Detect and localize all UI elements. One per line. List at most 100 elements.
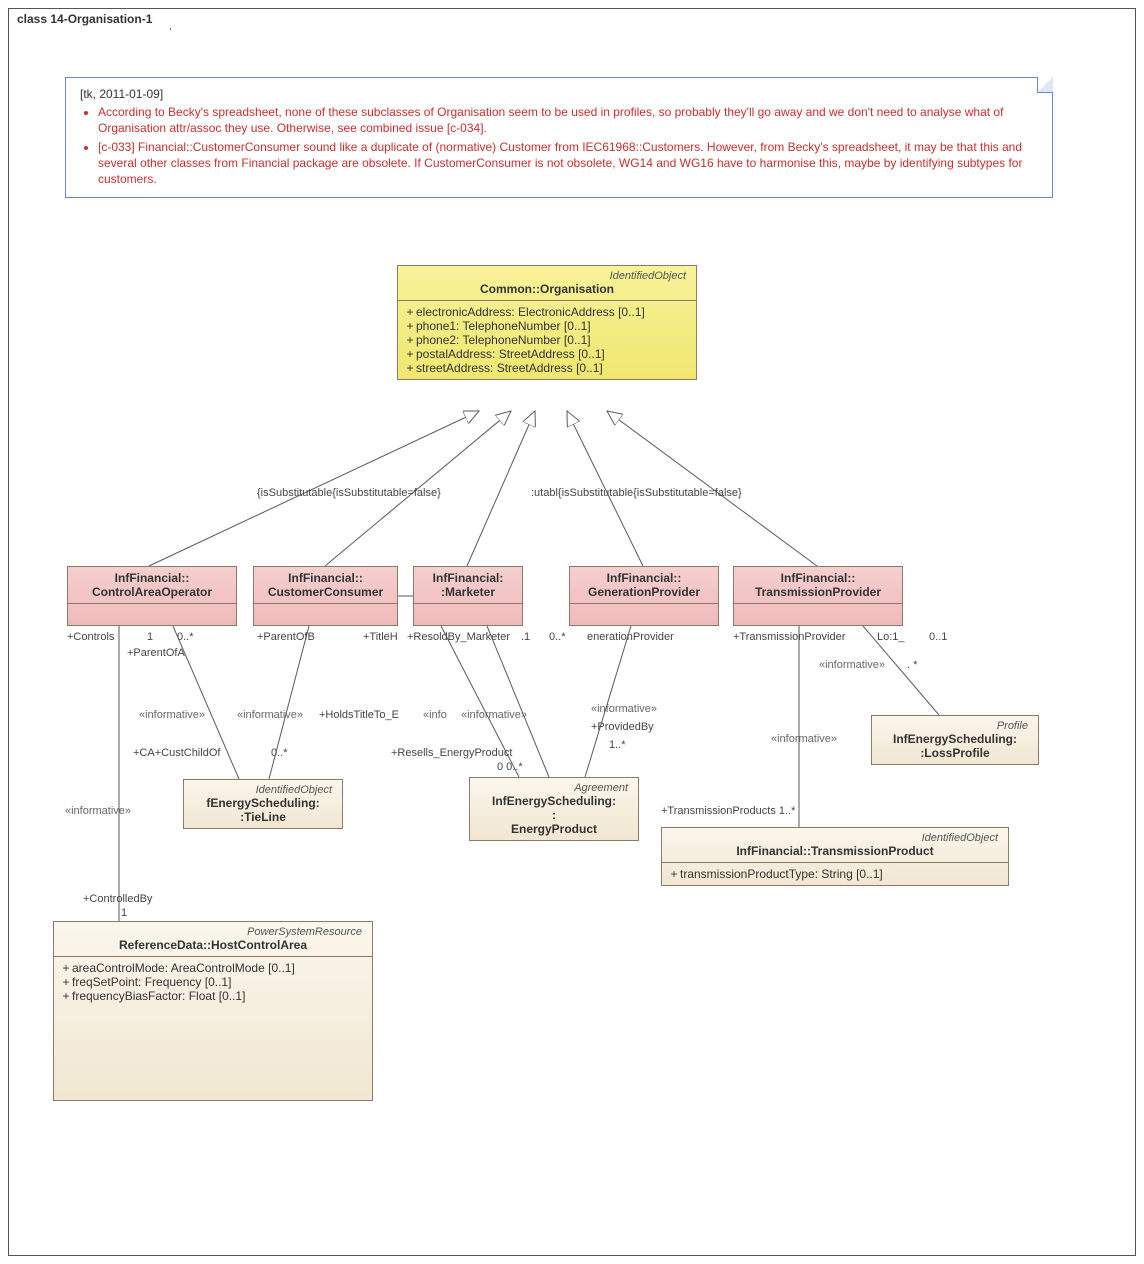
tieline-stereo: IdentifiedObject (190, 784, 336, 796)
constraint-2: :utabl{isSubstitutable{isSubstitutable=f… (531, 487, 742, 499)
cc-n2: CustomerConsumer (260, 585, 391, 599)
lbl-0-1-a: 0..1 (929, 631, 947, 643)
tieline-n2: :TieLine (190, 810, 336, 824)
class-gp-head: InfFinancial:: GenerationProvider (570, 567, 718, 604)
note-header: [tk, 2011-01-09] (80, 86, 1038, 102)
ep-stereo: Agreement (476, 782, 632, 794)
class-lp-head: Profile InfEnergyScheduling: :LossProfil… (872, 716, 1038, 764)
lbl-info-short: «info (423, 709, 447, 721)
mk-n1: InfFinancial: (420, 571, 516, 585)
lbl-info-1: «informative» (819, 659, 885, 671)
lbl-one-b: 1 (121, 907, 127, 919)
lbl-info-5: «informative» (591, 703, 657, 715)
hc-a0: areaControlMode: AreaControlMode [0..1] (72, 961, 295, 975)
class-organisation[interactable]: IdentifiedObject Common::Organisation +e… (397, 265, 697, 380)
ep-n3: EnergyProduct (476, 822, 632, 836)
note-bullet-2: [c-033] Financial::CustomerConsumer soun… (98, 139, 1038, 188)
lbl-info-6: «informative» (771, 733, 837, 745)
class-tp[interactable]: InfFinancial:: TransmissionProvider (733, 566, 903, 626)
lp-stereo: Profile (878, 720, 1032, 732)
class-transprod[interactable]: IdentifiedObject InfFinancial::Transmiss… (661, 827, 1009, 886)
tp-n1: InfFinancial:: (740, 571, 896, 585)
org-attr-1: phone1: TelephoneNumber [0..1] (416, 319, 591, 333)
hc-a2: frequencyBiasFactor: Float [0..1] (72, 989, 245, 1003)
class-energyprod[interactable]: Agreement InfEnergyScheduling: : EnergyP… (469, 777, 639, 841)
hc-stereo: PowerSystemResource (60, 926, 366, 938)
class-tp-head: InfFinancial:: TransmissionProvider (734, 567, 902, 604)
lbl-dotstar-a: . * (907, 659, 917, 671)
frame-title: class 14-Organisation-1 (17, 12, 152, 26)
mk-n2: :Marketer (420, 585, 516, 599)
class-mk[interactable]: InfFinancial: :Marketer (413, 566, 523, 626)
class-organisation-body: +electronicAddress: ElectronicAddress [0… (398, 301, 696, 379)
lbl-parentofa: +ParentOfA (127, 647, 185, 659)
class-organisation-name: Common::Organisation (404, 282, 690, 296)
tprod-a0: transmissionProductType: String [0..1] (680, 867, 883, 881)
lbl-0s-b: 0..* (549, 631, 566, 643)
lbl-controls: +Controls (67, 631, 114, 643)
lbl-genprov: enerationProvider (587, 631, 674, 643)
frame-title-tab: class 14-Organisation-1 (8, 8, 171, 30)
lbl-parentofb: +ParentOfB (257, 631, 315, 643)
class-lossprofile[interactable]: Profile InfEnergyScheduling: :LossProfil… (871, 715, 1039, 765)
lbl-0s-a: 0..* (177, 631, 194, 643)
cao-n1: InfFinancial:: (74, 571, 230, 585)
class-cc[interactable]: InfFinancial:: CustomerConsumer (253, 566, 398, 626)
class-hc-head: PowerSystemResource ReferenceData::HostC… (54, 922, 372, 957)
class-organisation-stereo: IdentifiedObject (404, 270, 690, 282)
lp-n1: InfEnergyScheduling: (878, 732, 1032, 746)
note-bullet-1: According to Becky's spreadsheet, none o… (98, 104, 1038, 136)
lbl-info-4: «informative» (461, 709, 527, 721)
lbl-custchild: +CA+CustChildOf (133, 747, 220, 759)
lbl-titleh: +TitleH (363, 631, 398, 643)
lbl-info-2: «informative» (139, 709, 205, 721)
lbl-transprov: +TransmissionProvider (733, 631, 845, 643)
class-organisation-head: IdentifiedObject Common::Organisation (398, 266, 696, 301)
gp-n1: InfFinancial:: (576, 571, 712, 585)
lbl-0dotstar: 0 0..* (497, 761, 523, 773)
tieline-n1: fEnergyScheduling: (190, 796, 336, 810)
diagram-frame: class 14-Organisation-1 [tk, 2011-01-09]… (8, 8, 1136, 1256)
note-bullets: According to Becky's spreadsheet, none o… (98, 104, 1038, 187)
class-mk-head: InfFinancial: :Marketer (414, 567, 522, 604)
lp-n2: :LossProfile (878, 746, 1032, 760)
tprod-stereo: IdentifiedObject (668, 832, 1002, 844)
diagram-note: [tk, 2011-01-09] According to Becky's sp… (65, 77, 1053, 198)
constraint-1: {isSubstitutable{isSubstitutable=false} (257, 487, 441, 499)
org-attr-4: streetAddress: StreetAddress [0..1] (416, 361, 603, 375)
note-fold-icon (1037, 77, 1053, 93)
class-transprod-body: +transmissionProductType: String [0..1] (662, 863, 1008, 885)
lbl-providedby: +ProvidedBy (591, 721, 654, 733)
cc-n1: InfFinancial:: (260, 571, 391, 585)
lbl-resoldby: +ResoldBy_Marketer (407, 631, 510, 643)
hc-name: ReferenceData::HostControlArea (60, 938, 366, 952)
class-cc-head: InfFinancial:: CustomerConsumer (254, 567, 397, 604)
class-gp[interactable]: InfFinancial:: GenerationProvider (569, 566, 719, 626)
lbl-holdstitle: +HoldsTitleTo_E (319, 709, 399, 721)
class-hc-body: +areaControlMode: AreaControlMode [0..1]… (54, 957, 372, 1007)
lbl-resells: +Resells_EnergyProduct (391, 747, 512, 759)
lbl-1star-a: 1..* (609, 739, 626, 751)
class-transprod-head: IdentifiedObject InfFinancial::Transmiss… (662, 828, 1008, 863)
lbl-lo1: Lo:1_ (877, 631, 905, 643)
class-cao-head: InfFinancial:: ControlAreaOperator (68, 567, 236, 604)
lbl-one-a: 1 (147, 631, 153, 643)
lbl-0s-c: 0..* (271, 747, 288, 759)
lbl-dot1: .1 (521, 631, 530, 643)
class-tieline[interactable]: IdentifiedObject fEnergyScheduling: :Tie… (183, 779, 343, 829)
org-attr-0: electronicAddress: ElectronicAddress [0.… (416, 305, 645, 319)
cao-n2: ControlAreaOperator (74, 585, 230, 599)
class-ep-head: Agreement InfEnergyScheduling: : EnergyP… (470, 778, 638, 840)
class-cao[interactable]: InfFinancial:: ControlAreaOperator (67, 566, 237, 626)
class-hostctrl[interactable]: PowerSystemResource ReferenceData::HostC… (53, 921, 373, 1101)
tprod-name: InfFinancial::TransmissionProduct (668, 844, 1002, 858)
lbl-info-7: «informative» (65, 805, 131, 817)
hc-a1: freqSetPoint: Frequency [0..1] (72, 975, 231, 989)
gp-n2: GenerationProvider (576, 585, 712, 599)
ep-n1: InfEnergyScheduling: (476, 794, 632, 808)
ep-n2: : (476, 808, 632, 822)
class-tieline-head: IdentifiedObject fEnergyScheduling: :Tie… (184, 780, 342, 828)
lbl-controlledby: +ControlledBy (83, 893, 152, 905)
org-attr-3: postalAddress: StreetAddress [0..1] (416, 347, 605, 361)
lbl-transproducts: +TransmissionProducts 1..* (661, 805, 795, 817)
